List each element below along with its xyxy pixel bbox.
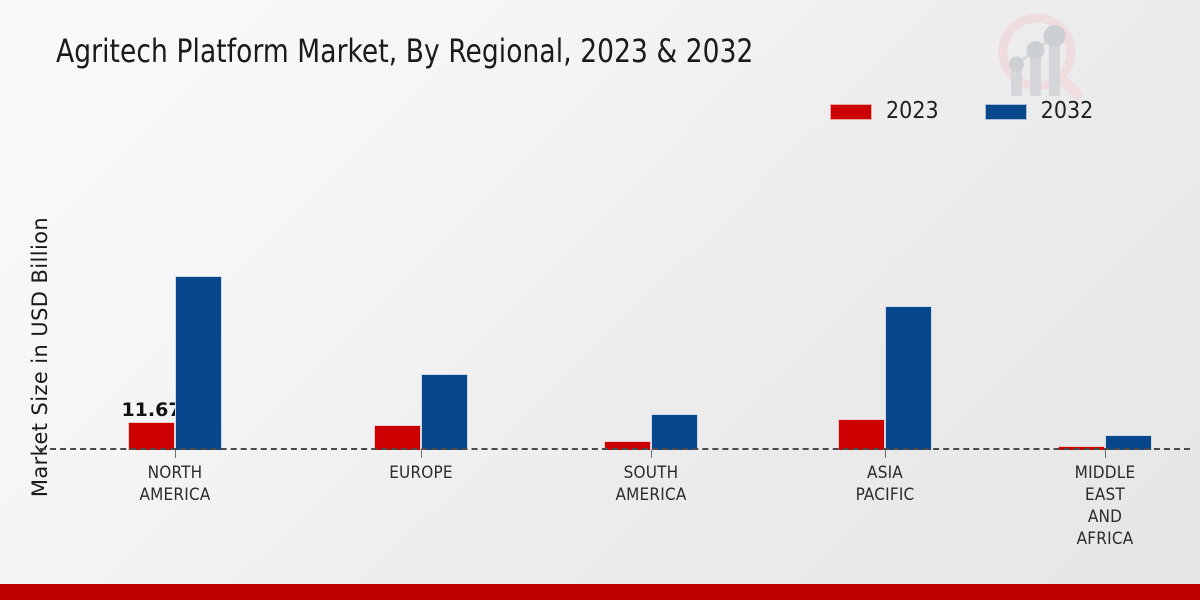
bars-row: [1012, 170, 1198, 450]
bar-value-label-north-america-2023: 11.67: [121, 399, 182, 421]
category-label-line: AMERICA: [615, 485, 687, 505]
category-label-south-america: SOUTH AMERICA: [558, 462, 744, 506]
category-group-south-america: SOUTH AMERICA: [558, 170, 744, 505]
axis-tick-south-america: [651, 450, 652, 458]
bar-2023-asia-pacific[interactable]: [838, 419, 885, 450]
category-label-line: AFRICA: [1076, 529, 1134, 549]
legend-label-2032: 2032: [1040, 98, 1094, 124]
category-label-asia-pacific: ASIA PACIFIC: [792, 462, 978, 506]
category-label-north-america: NORTH AMERICA: [82, 462, 268, 506]
bars-row: [558, 170, 744, 450]
bars-row: 11.67: [82, 170, 268, 450]
legend-swatch-2032: [984, 103, 1027, 120]
chart-title: Agritech Platform Market, By Regional, 2…: [56, 32, 754, 70]
bar-2023-south-america[interactable]: [604, 441, 651, 450]
axis-tick-europe: [421, 450, 422, 458]
category-label-line: MIDDLE: [1074, 463, 1136, 483]
watermark-logo-icon: [985, 12, 1085, 104]
footer-stripe: [0, 584, 1200, 600]
bar-2032-north-america[interactable]: [175, 276, 222, 450]
bars-row: [792, 170, 978, 450]
bar-2032-europe[interactable]: [421, 374, 468, 450]
legend-item-2032[interactable]: 2032: [984, 98, 1094, 124]
category-label-line: EUROPE: [389, 463, 453, 483]
bars-row: [328, 170, 514, 450]
category-label-line: SOUTH: [623, 463, 679, 483]
category-label-line: AND: [1087, 507, 1123, 527]
axis-tick-middle-east-and-africa: [1105, 450, 1106, 458]
category-label-line: EAST: [1085, 485, 1125, 505]
bar-2023-europe[interactable]: [374, 425, 421, 450]
axis-tick-north-america: [175, 450, 176, 458]
category-group-asia-pacific: ASIA PACIFIC: [792, 170, 978, 505]
bar-2032-south-america[interactable]: [651, 414, 698, 450]
chart-legend: 2023 2032: [830, 100, 1093, 123]
legend-item-2023[interactable]: 2023: [830, 100, 939, 123]
category-label-europe: EUROPE: [328, 462, 514, 484]
category-label-line: ASIA: [867, 463, 903, 483]
category-group-middle-east-and-africa: MIDDLE EAST AND AFRICA: [1012, 170, 1198, 549]
bar-2032-asia-pacific[interactable]: [885, 306, 932, 450]
category-label-line: PACIFIC: [855, 485, 915, 505]
baseline-axis: [40, 448, 1190, 450]
category-label-line: NORTH: [147, 463, 203, 483]
axis-tick-asia-pacific: [885, 450, 886, 458]
legend-label-2023: 2023: [886, 98, 939, 124]
category-label-line: AMERICA: [139, 485, 211, 505]
category-label-middle-east-and-africa: MIDDLE EAST AND AFRICA: [1012, 462, 1198, 550]
bar-2032-middle-east-and-africa[interactable]: [1105, 435, 1152, 450]
legend-swatch-2023: [830, 103, 872, 120]
plot-area: 11.67 NORTH AMERICA EUROPE: [40, 170, 1190, 549]
category-group-europe: EUROPE: [328, 170, 514, 483]
bar-2023-north-america[interactable]: 11.67: [121, 399, 182, 450]
category-group-north-america: 11.67 NORTH AMERICA: [82, 170, 268, 505]
